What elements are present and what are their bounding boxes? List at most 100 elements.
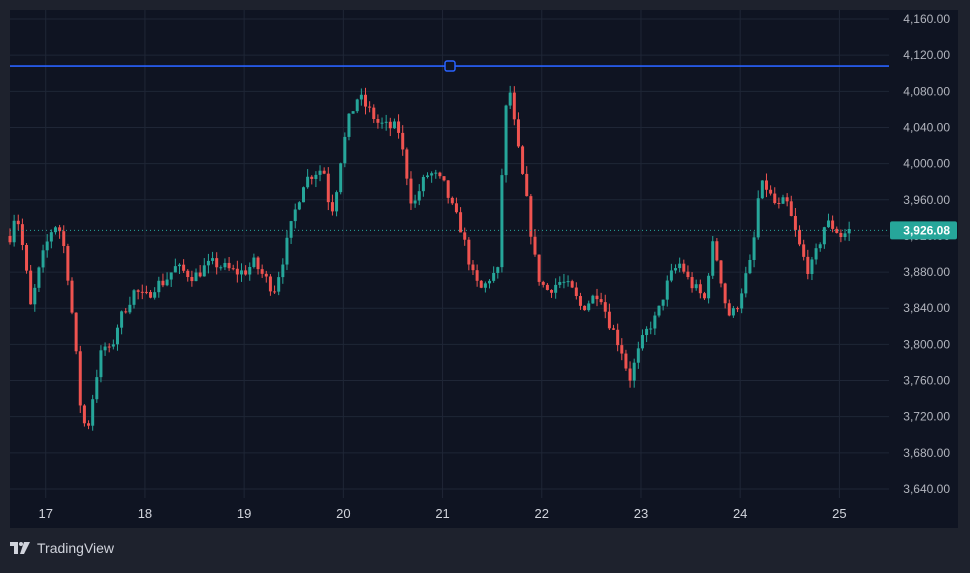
candle [235, 260, 239, 283]
candle-body [574, 287, 578, 297]
candle [707, 273, 711, 304]
candle [847, 221, 851, 242]
candle-body [806, 256, 810, 274]
candle [736, 306, 740, 313]
candle-body [301, 187, 305, 203]
candle [504, 104, 508, 183]
candle [318, 165, 322, 182]
candle [500, 168, 504, 273]
candle-body [450, 197, 454, 204]
candle-body [434, 172, 438, 174]
candle-body [285, 237, 289, 265]
candle [438, 171, 442, 179]
candle-body [12, 220, 16, 243]
candle [211, 251, 215, 265]
candle [798, 225, 802, 247]
candle [475, 264, 479, 287]
candle-body [578, 296, 582, 306]
candle-body [252, 257, 256, 267]
candle [669, 263, 673, 283]
horizontal-line-handle[interactable] [444, 60, 456, 72]
candle [616, 323, 620, 352]
candle-body [467, 239, 471, 265]
candle-body [702, 293, 706, 299]
candle [405, 147, 409, 186]
candle-body [678, 263, 682, 269]
candle [591, 294, 595, 304]
candle [686, 265, 690, 280]
candle-body [107, 346, 111, 348]
candle-body [103, 346, 107, 351]
candle-body [649, 328, 653, 330]
candle [124, 308, 128, 314]
candle-body [554, 284, 558, 293]
candle-body [764, 180, 768, 190]
candle-body [401, 132, 405, 150]
candle [202, 258, 206, 277]
candle-body [744, 273, 748, 294]
candle [53, 226, 57, 235]
candle-body [550, 289, 554, 293]
candle [347, 113, 351, 141]
candle [66, 243, 70, 286]
candle-body [281, 264, 285, 278]
candle [74, 312, 78, 355]
price-axis[interactable] [889, 10, 958, 498]
candle-body [25, 244, 29, 271]
time-axis-tick-label: 19 [237, 506, 251, 521]
candle [289, 220, 293, 244]
candle [417, 184, 421, 206]
candle [231, 264, 235, 271]
candle-body [545, 284, 549, 290]
candle-body [128, 304, 132, 313]
candle [194, 268, 198, 282]
candle-body [459, 212, 463, 233]
time-axis[interactable] [10, 498, 958, 528]
candle-body [388, 121, 392, 129]
tradingview-wordmark: TradingView [37, 540, 115, 556]
candle-body [488, 280, 492, 284]
candle [351, 111, 355, 114]
chart-pane [10, 10, 889, 498]
candle-body [566, 281, 570, 283]
candle [740, 288, 744, 314]
candle [521, 145, 525, 175]
candle [82, 404, 86, 427]
candle [95, 369, 99, 403]
candle-body [326, 173, 330, 203]
last-price-tag: 3,926.08 [890, 221, 957, 240]
price-axis-tick-label: 4,160.00 [903, 12, 950, 26]
candle [781, 194, 785, 204]
time-axis-labels: 17 18 19 20 21 22 23 24 25 [38, 506, 846, 521]
candle-body [41, 250, 45, 268]
candle-body [417, 191, 421, 201]
candle-body [306, 176, 310, 188]
candle [430, 171, 434, 183]
tradingview-brand[interactable]: TradingView [10, 539, 114, 557]
candle [711, 235, 715, 279]
candle [789, 195, 793, 217]
candle [413, 194, 417, 208]
time-axis-tick-label: 23 [634, 506, 648, 521]
candle-body [29, 270, 33, 305]
candlestick-series [8, 85, 851, 431]
candle-body [318, 170, 322, 175]
candle-body [752, 237, 756, 260]
candle-body [49, 232, 53, 242]
candle [355, 98, 359, 114]
candle [508, 85, 512, 110]
candle [260, 264, 264, 278]
candle [678, 257, 682, 273]
candle-body [793, 215, 797, 230]
candle [760, 180, 764, 200]
candle-body [591, 295, 595, 304]
candle [273, 285, 277, 295]
candle [293, 203, 297, 229]
candle [335, 190, 339, 217]
candle [368, 101, 372, 113]
candle-body [215, 258, 219, 268]
candle [401, 125, 405, 156]
candle-body [628, 368, 632, 381]
